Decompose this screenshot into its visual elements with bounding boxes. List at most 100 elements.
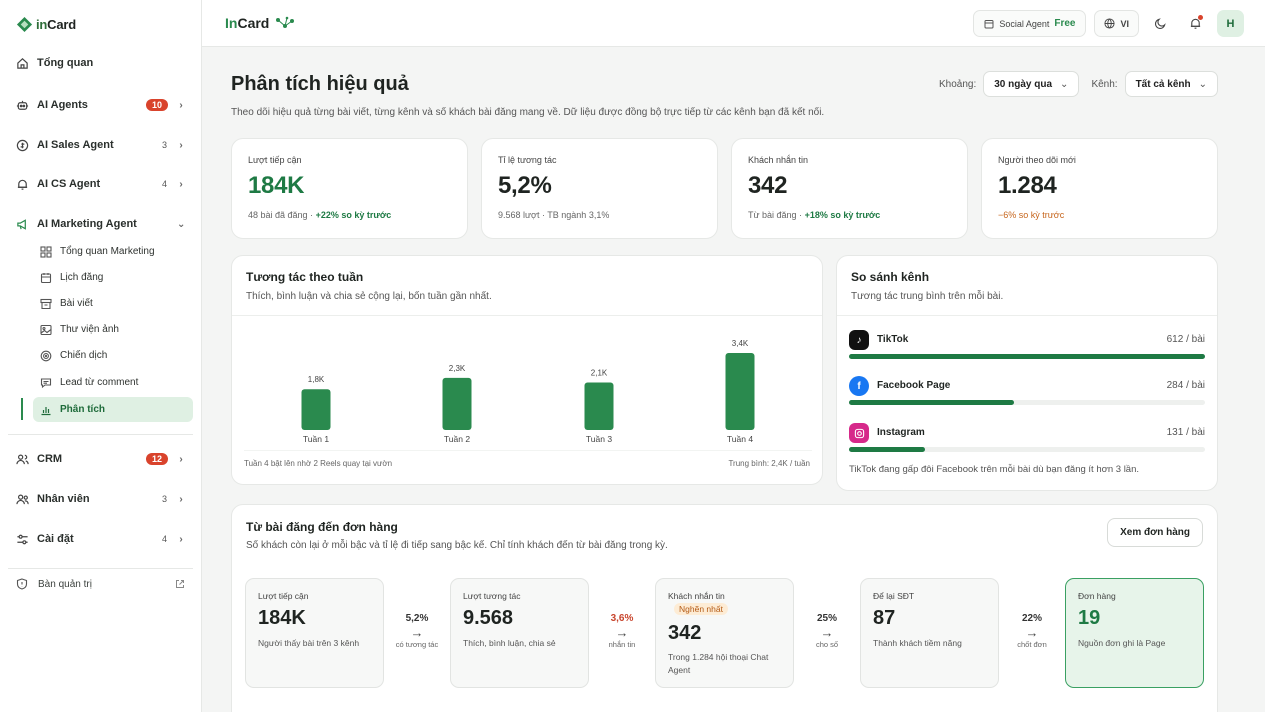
bar-chart-icon (41, 406, 51, 415)
x-tick-label: Tuần 1 (303, 434, 329, 444)
sidebar-subitem-image-library[interactable]: Thư viện ảnh (33, 317, 193, 342)
plan-tier: Free (1054, 18, 1076, 29)
topbar-logo[interactable]: InCard (225, 15, 295, 31)
channel-select[interactable]: Tất cả kênh ⌄ (1124, 71, 1218, 97)
channel-comparison-card: So sánh kênh Tương tác trung bình trên m… (836, 255, 1218, 491)
stage-subtext: Thành khách tiềm năng (873, 638, 962, 648)
grid-icon (40, 245, 52, 258)
stage-subtext: Người thấy bài trên 3 kênh (258, 638, 360, 648)
dollar-circle-icon (16, 139, 29, 152)
funnel-stage-reach[interactable]: Lượt tiếp cận 184K Người thấy bài trên 3… (245, 578, 384, 688)
sliders-icon (16, 533, 29, 546)
funnel-conversion: 5,2% → có tương tác (387, 613, 447, 649)
card-divider (232, 315, 822, 316)
page-description: Theo dõi hiệu quả từng bài viết, từng kê… (231, 107, 825, 118)
sidebar-item-ai-cs-agent[interactable]: AI CS Agent 4 › (16, 173, 185, 195)
subitem-label: Lead từ comment (60, 377, 139, 388)
sidebar-item-admin[interactable]: Bàn quản trị (16, 576, 185, 592)
network-icon (276, 16, 295, 28)
channel-row-facebook[interactable]: f Facebook Page 284 / bài (849, 376, 1205, 408)
megaphone-icon (16, 218, 29, 231)
stage-label: Khách nhắn tin (668, 591, 725, 601)
channel-row-tiktok[interactable]: ♪ TikTok 612 / bài (849, 330, 1205, 362)
item-count: 3 (161, 494, 167, 504)
instagram-icon (849, 423, 869, 443)
kpi-value: 342 (748, 172, 788, 199)
external-link-icon (176, 580, 184, 588)
bell-icon (1190, 18, 1201, 29)
chevron-right-icon: › (179, 533, 183, 545)
chevron-right-icon: › (179, 453, 183, 465)
chevron-right-icon: › (179, 493, 183, 505)
funnel-stage-phone[interactable]: Để lại SĐT 87 Thành khách tiềm năng (860, 578, 999, 688)
sidebar-divider (8, 434, 193, 435)
sidebar-item-ai-agents[interactable]: AI Agents 10 › (16, 94, 185, 116)
range-select[interactable]: 30 ngày qua ⌄ (983, 71, 1080, 97)
stage-label: Đơn hàng (1078, 591, 1116, 601)
sidebar-subitem-marketing-overview[interactable]: Tổng quan Marketing (33, 239, 193, 264)
channel-filter-label: Kênh: (1091, 78, 1118, 90)
card-divider (837, 315, 1217, 316)
channel-value: 284 / bài (1166, 380, 1205, 391)
kpi-subtext: −6% so kỳ trước (998, 210, 1065, 220)
arrow-right-icon: → (615, 625, 629, 640)
channel-row-instagram[interactable]: Instagram 131 / bài (849, 423, 1205, 455)
sidebar-subitem-posts[interactable]: Bài viết (33, 291, 193, 316)
stage-value: 19 (1078, 607, 1101, 629)
kpi-subtext: 48 bài đã đăng · +22% so kỳ trước (248, 210, 392, 220)
funnel-card: Từ bài đăng đến đơn hàng Số khách còn lạ… (231, 504, 1218, 712)
conversion-rate: 3,6% (610, 613, 634, 624)
card-title: Từ bài đăng đến đơn hàng (246, 520, 398, 534)
sidebar-item-ai-sales-agent[interactable]: AI Sales Agent 3 › (16, 134, 185, 156)
sidebar-item-overview[interactable]: Tổng quan (16, 52, 185, 74)
topbar: InCard Social Agent Free VI H (202, 0, 1265, 47)
card-title: So sánh kênh (851, 270, 930, 284)
funnel-stage-messages[interactable]: Khách nhắn tin Nghẽn nhất 342 Trong 1.28… (655, 578, 794, 688)
incard-logo-icon (16, 16, 33, 33)
plan-chip[interactable]: Social Agent Free (973, 10, 1087, 37)
chart-bar (442, 377, 472, 430)
subitem-label: Chiến dịch (60, 350, 108, 361)
funnel-stage-engagement[interactable]: Lượt tương tác 9.568 Thích, bình luận, c… (450, 578, 589, 688)
x-tick-label: Tuần 2 (444, 434, 470, 444)
range-filter-label: Khoảng: (938, 78, 977, 90)
sidebar-subitem-analytics[interactable]: Phân tích (33, 397, 193, 422)
calendar-icon (40, 272, 52, 283)
target-icon (40, 350, 52, 361)
sidebar-logo[interactable]: inCard (16, 16, 76, 33)
sidebar-subitem-lead-from-comment[interactable]: Lead từ comment (33, 370, 193, 395)
card-description: Thích, bình luận và chia sẻ cộng lại, bố… (246, 291, 492, 302)
chart-average: Trung bình: 2,4K / tuần (728, 459, 810, 468)
conversion-rate: 22% (1021, 613, 1042, 624)
view-orders-button[interactable]: Xem đơn hàng (1107, 518, 1203, 547)
sidebar-item-label: CRM (37, 453, 63, 465)
facebook-icon: f (849, 376, 869, 396)
theme-toggle-button[interactable] (1147, 10, 1174, 37)
chart-bar (725, 353, 755, 430)
sidebar-subitem-schedule[interactable]: Lịch đăng (33, 265, 193, 290)
sidebar-item-staff[interactable]: Nhân viên 3 › (16, 488, 185, 510)
channel-bar-fill (849, 400, 1015, 405)
x-tick-label: Tuần 3 (586, 434, 612, 444)
language-selector[interactable]: VI (1094, 10, 1139, 37)
tiktok-icon: ♪ (849, 330, 869, 350)
kpi-card-messages: Khách nhắn tin 342 Từ bài đăng · +18% so… (731, 138, 968, 239)
sidebar-item-settings[interactable]: Cài đặt 4 › (16, 528, 185, 550)
kpi-value: 5,2% (498, 172, 552, 199)
avatar[interactable]: H (1217, 10, 1244, 37)
active-indicator (21, 398, 23, 420)
sidebar-item-crm[interactable]: CRM 12 › (16, 448, 185, 470)
item-count: 4 (161, 179, 167, 189)
sidebar-subitem-campaigns[interactable]: Chiến dịch (33, 343, 193, 368)
notification-dot (1198, 15, 1203, 20)
channel-bar-track (849, 400, 1205, 405)
subitem-label: Bài viết (60, 298, 93, 309)
chart-bar (301, 389, 331, 430)
notifications-button[interactable] (1182, 10, 1209, 37)
stage-subtext: Trong 1.284 hội thoại Chat Agent (668, 652, 769, 675)
sidebar-item-ai-marketing-agent[interactable]: AI Marketing Agent ⌄ (16, 213, 185, 235)
funnel-stage-orders[interactable]: Đơn hàng 19 Nguồn đơn ghi là Page (1065, 578, 1204, 688)
funnel-conversion: 22% → chốt đơn (1002, 613, 1062, 649)
globe-icon (1104, 18, 1116, 29)
filters: Khoảng: 30 ngày qua ⌄ Kênh: Tất cả kênh … (939, 71, 1218, 97)
